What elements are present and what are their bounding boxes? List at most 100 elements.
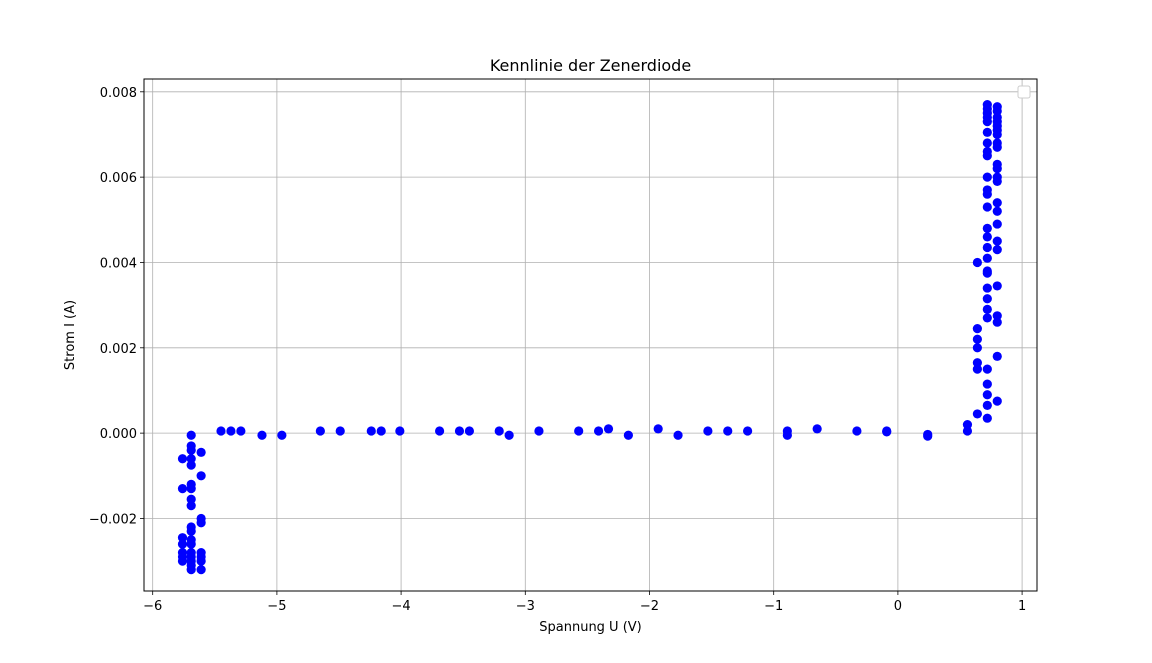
data-point: [992, 172, 1002, 182]
y-axis-ticks: −0.002 0.000 0.002 0.004 0.006 0.008: [89, 86, 144, 527]
data-point: [196, 447, 206, 457]
data-point: [852, 426, 862, 436]
x-tick-label: −5: [267, 599, 286, 614]
data-point: [653, 424, 663, 434]
data-point: [992, 198, 1002, 208]
data-point: [464, 426, 475, 436]
data-point: [923, 431, 933, 441]
data-point: [882, 427, 892, 437]
data-point: [982, 253, 992, 263]
data-point: [972, 358, 982, 368]
y-tick-label: −0.002: [89, 512, 137, 527]
data-point: [743, 426, 753, 436]
data-point: [982, 364, 992, 374]
data-point: [216, 426, 226, 436]
x-tick-label: −4: [392, 599, 411, 614]
data-point: [186, 454, 196, 464]
data-point: [982, 127, 992, 137]
x-axis-ticks: −6 −5 −4 −3 −2 −1 0 1: [143, 591, 1026, 614]
data-point: [972, 257, 982, 268]
data-point: [177, 454, 188, 464]
data-point: [992, 317, 1002, 327]
data-point: [992, 311, 1002, 321]
data-point: [593, 426, 604, 436]
data-point: [972, 409, 982, 419]
data-point: [982, 266, 992, 276]
x-axis-label: Spannung U (V): [539, 620, 642, 635]
data-point: [782, 430, 792, 440]
data-point: [196, 471, 206, 481]
x-tick-label: −6: [143, 599, 162, 614]
chart-title: Kennlinie der Zenerdiode: [490, 56, 691, 75]
data-point: [982, 100, 992, 110]
x-tick-label: −3: [516, 599, 535, 614]
data-point: [186, 445, 196, 455]
data-point: [177, 533, 188, 543]
data-point: [454, 426, 465, 436]
scatter-series: [177, 100, 1002, 575]
data-point: [335, 426, 345, 436]
data-point: [992, 396, 1002, 406]
x-tick-label: −1: [764, 599, 783, 614]
data-point: [982, 304, 992, 314]
data-point: [992, 245, 1002, 255]
y-tick-label: 0.008: [100, 86, 137, 101]
y-tick-label: 0.004: [100, 256, 137, 271]
data-point: [623, 430, 633, 440]
data-point: [982, 185, 992, 195]
y-axis-label: Strom I (A): [63, 300, 78, 370]
data-point: [534, 426, 544, 436]
data-point: [504, 430, 514, 440]
data-point: [982, 232, 992, 242]
data-point: [186, 494, 196, 504]
data-point: [992, 206, 1002, 216]
data-point: [196, 556, 206, 566]
data-point: [972, 364, 982, 374]
data-point: [177, 556, 188, 566]
x-tick-label: 1: [1018, 599, 1026, 614]
data-point: [982, 400, 992, 410]
data-point: [972, 324, 982, 334]
data-point: [972, 343, 982, 353]
data-point: [992, 159, 1002, 169]
data-point: [992, 219, 1002, 229]
data-point: [962, 420, 973, 430]
data-point: [982, 413, 992, 423]
data-point: [982, 202, 992, 212]
x-tick-label: 0: [894, 599, 902, 614]
data-point: [982, 379, 992, 389]
data-point: [186, 565, 196, 575]
data-point: [972, 334, 982, 344]
data-point: [186, 460, 196, 470]
data-point: [226, 426, 236, 436]
data-point: [982, 242, 992, 253]
data-point: [574, 426, 584, 436]
data-point: [366, 426, 376, 436]
data-point: [812, 424, 822, 434]
data-point: [982, 390, 992, 400]
data-point: [494, 426, 504, 436]
data-point: [982, 294, 992, 304]
data-point: [992, 102, 1002, 112]
data-point: [186, 539, 196, 549]
data-point: [257, 430, 267, 440]
data-point: [177, 484, 188, 494]
data-point: [982, 146, 992, 157]
data-point: [376, 426, 386, 436]
y-tick-label: 0.006: [100, 171, 137, 186]
data-point: [186, 526, 196, 536]
data-point: [177, 539, 188, 549]
data-point: [992, 112, 1002, 122]
data-point: [186, 484, 196, 494]
plot-frame: [143, 78, 1038, 592]
data-point: [982, 283, 992, 293]
data-point: [395, 426, 405, 436]
data-point: [992, 281, 1002, 291]
data-point: [603, 424, 614, 434]
data-point: [186, 430, 196, 440]
data-point: [992, 351, 1002, 361]
data-point: [962, 426, 973, 436]
data-point: [196, 518, 206, 528]
data-point: [992, 236, 1002, 246]
data-point: [982, 138, 992, 148]
